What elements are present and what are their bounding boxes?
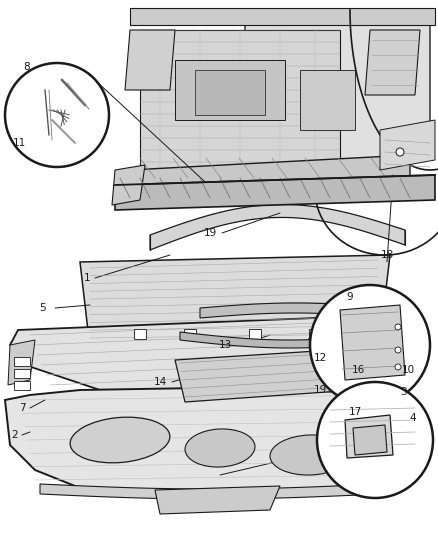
Text: 9: 9: [347, 292, 353, 302]
Polygon shape: [112, 165, 145, 205]
Polygon shape: [130, 8, 435, 25]
Polygon shape: [8, 340, 35, 385]
Polygon shape: [155, 486, 280, 514]
Text: 5: 5: [39, 303, 45, 313]
Polygon shape: [40, 484, 380, 499]
Polygon shape: [125, 30, 175, 90]
Polygon shape: [175, 60, 285, 120]
Text: 11: 11: [12, 138, 26, 148]
Polygon shape: [200, 303, 390, 318]
FancyBboxPatch shape: [184, 329, 196, 339]
Circle shape: [5, 63, 109, 167]
Text: 2: 2: [12, 430, 18, 440]
Polygon shape: [180, 332, 400, 348]
Circle shape: [336, 403, 344, 411]
Text: 14: 14: [153, 377, 166, 387]
FancyBboxPatch shape: [14, 357, 30, 366]
Polygon shape: [353, 425, 387, 455]
Polygon shape: [195, 70, 265, 115]
Polygon shape: [175, 348, 365, 402]
Text: 17: 17: [348, 407, 362, 417]
FancyBboxPatch shape: [309, 329, 321, 339]
FancyBboxPatch shape: [361, 379, 381, 393]
Polygon shape: [340, 305, 405, 380]
Ellipse shape: [185, 429, 255, 467]
Ellipse shape: [270, 435, 350, 475]
Polygon shape: [365, 30, 420, 95]
FancyBboxPatch shape: [134, 329, 146, 339]
Text: 19: 19: [203, 228, 217, 238]
Ellipse shape: [70, 417, 170, 463]
Text: 12: 12: [313, 353, 327, 363]
Circle shape: [396, 148, 404, 156]
Polygon shape: [80, 255, 390, 348]
Text: 16: 16: [351, 365, 364, 375]
Polygon shape: [10, 315, 405, 408]
Polygon shape: [150, 205, 405, 250]
Text: 3: 3: [400, 387, 406, 397]
FancyBboxPatch shape: [249, 329, 261, 339]
Polygon shape: [5, 388, 400, 495]
Polygon shape: [115, 175, 435, 210]
Text: 7: 7: [19, 403, 25, 413]
Text: 19: 19: [313, 385, 327, 395]
Circle shape: [395, 324, 401, 330]
Text: 18: 18: [380, 250, 394, 260]
Circle shape: [310, 285, 430, 405]
Text: 10: 10: [402, 365, 414, 375]
Polygon shape: [345, 415, 393, 458]
Circle shape: [317, 382, 433, 498]
Polygon shape: [300, 70, 355, 130]
Polygon shape: [380, 120, 435, 170]
Text: 8: 8: [24, 62, 30, 72]
Polygon shape: [140, 30, 340, 175]
FancyBboxPatch shape: [14, 369, 30, 378]
Text: 1: 1: [84, 273, 90, 283]
Circle shape: [395, 347, 401, 353]
Polygon shape: [245, 10, 430, 180]
Polygon shape: [130, 155, 410, 195]
FancyBboxPatch shape: [14, 381, 30, 390]
Text: 13: 13: [219, 340, 232, 350]
Circle shape: [395, 364, 401, 370]
Text: 4: 4: [410, 413, 416, 423]
